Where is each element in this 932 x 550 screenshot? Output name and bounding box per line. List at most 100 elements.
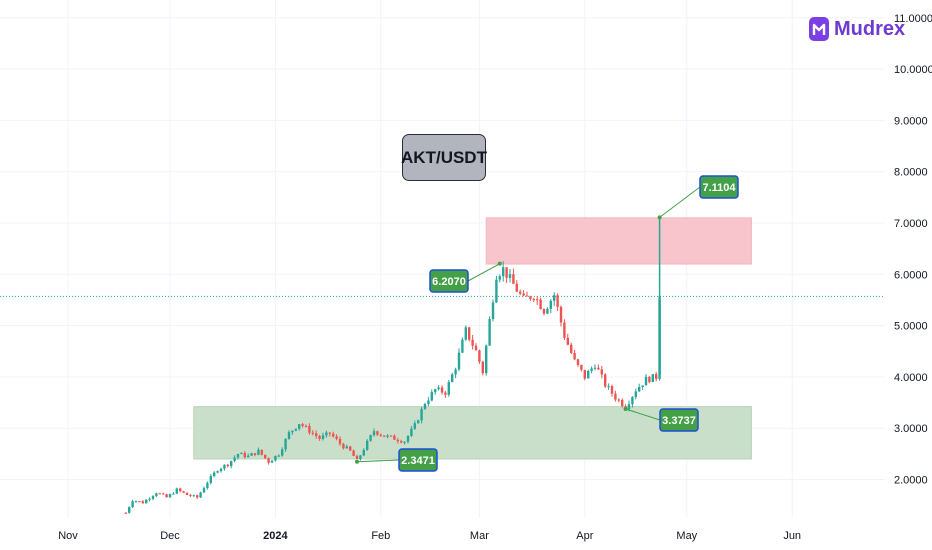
candle-body	[420, 408, 423, 421]
candle-body	[396, 439, 399, 442]
y-tick-label: 4.0000	[894, 372, 928, 384]
candle-body	[270, 460, 274, 463]
candle-body	[389, 435, 393, 437]
candle-body	[546, 308, 549, 314]
x-tick-label: 2024	[263, 530, 288, 542]
candle-body	[250, 453, 253, 456]
candle-body	[318, 436, 321, 439]
candle-body	[274, 455, 277, 461]
y-tick-label: 11.0000	[894, 13, 932, 25]
candle-body	[202, 488, 206, 493]
candle-body	[369, 435, 372, 441]
candle-body	[522, 293, 525, 296]
candle-body	[206, 482, 209, 489]
candle-body	[386, 435, 389, 437]
candle-body	[604, 374, 607, 387]
candle-body	[491, 302, 495, 319]
candle-body	[536, 299, 539, 301]
candle-body	[573, 352, 576, 360]
x-tick-label: Nov	[58, 530, 78, 542]
mudrex-logo-icon	[809, 17, 829, 41]
candle-body	[124, 512, 127, 514]
candle-body	[508, 274, 512, 278]
candle-body	[512, 274, 515, 284]
candle-body	[655, 374, 658, 379]
candle-body	[502, 267, 505, 277]
candle-body	[287, 432, 291, 439]
candle-body	[519, 291, 522, 294]
candle-body	[209, 476, 212, 483]
candle-body	[447, 382, 450, 395]
callout-connector	[467, 263, 501, 282]
y-axis: 11.0000 10.0000 9.0000 8.0000 7.0000 6.0000 5.…	[894, 13, 932, 487]
callout-anchor-dot	[355, 459, 359, 464]
candle-body	[192, 495, 195, 497]
candle-body	[393, 435, 396, 440]
candle-body	[236, 453, 240, 458]
candle-body	[335, 436, 338, 439]
candle-body	[559, 306, 563, 323]
callout-connector	[625, 408, 661, 421]
callout-connector	[659, 186, 701, 218]
y-tick-label: 10.0000	[894, 64, 932, 76]
candle-body	[478, 350, 481, 362]
candle-body	[226, 464, 229, 467]
candle-body	[597, 367, 600, 370]
candle-body	[610, 386, 614, 394]
candle-body	[332, 433, 335, 437]
candle-body	[444, 392, 447, 395]
candle-body	[376, 431, 379, 435]
candle-body	[417, 420, 420, 424]
candle-body	[291, 430, 294, 433]
candle-body	[196, 495, 199, 498]
candle-body	[485, 345, 488, 374]
candle-body	[471, 339, 474, 346]
candle-body	[556, 295, 559, 307]
candle-body	[359, 455, 362, 460]
y-tick-label: 3.0000	[894, 423, 928, 435]
candle-body	[539, 299, 542, 310]
candle-body	[165, 494, 168, 498]
callout-anchor-dot	[497, 261, 502, 266]
candle-body	[158, 493, 161, 495]
candle-body	[253, 453, 257, 455]
candle-body	[413, 423, 416, 429]
candle-body	[294, 428, 297, 431]
x-axis: Nov Dec 2024 Feb Mar Apr May Jun	[58, 530, 801, 542]
candle-body	[570, 344, 573, 353]
candles	[124, 217, 661, 514]
candle-body	[627, 404, 631, 410]
price-zones	[193, 217, 752, 460]
candle-body	[179, 488, 182, 492]
callout-box	[429, 269, 469, 293]
candle-body	[464, 327, 467, 340]
candle-body	[542, 309, 546, 314]
candle-body	[260, 449, 263, 455]
candle-body	[617, 399, 620, 401]
callout-anchor-dot	[657, 215, 662, 220]
candle-body	[148, 498, 151, 500]
candle-body	[328, 432, 331, 434]
candle-body	[345, 446, 348, 449]
candle-body	[162, 493, 165, 495]
candle-body	[362, 449, 365, 456]
candle-body	[379, 434, 382, 436]
candle-body	[658, 296, 661, 375]
candle-body	[593, 367, 597, 369]
candle-body	[301, 424, 304, 426]
y-tick-label: 5.0000	[894, 321, 928, 333]
candle-body	[308, 426, 311, 433]
x-tick-label: Feb	[371, 530, 390, 542]
candle-body	[155, 493, 158, 497]
candle-body	[481, 361, 484, 374]
candle-body	[134, 501, 138, 503]
candle-body	[264, 454, 267, 459]
candle-body	[648, 376, 651, 383]
candle-body	[451, 374, 454, 383]
candle-body	[406, 435, 410, 442]
candle-body	[440, 387, 444, 393]
callout-box	[398, 448, 438, 472]
candle-body	[138, 501, 141, 503]
callout-connector	[356, 459, 400, 463]
